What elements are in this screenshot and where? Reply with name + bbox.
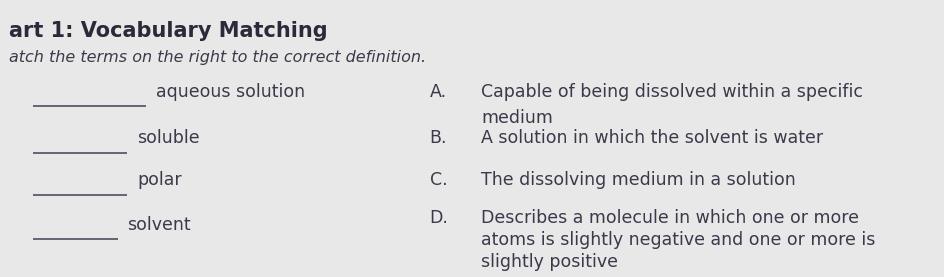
Text: Describes a molecule in which one or more: Describes a molecule in which one or mor… [481, 209, 859, 227]
Text: medium: medium [481, 109, 553, 127]
Text: art 1: Vocabulary Matching: art 1: Vocabulary Matching [9, 21, 329, 41]
Text: solvent: solvent [127, 216, 191, 234]
Text: B.: B. [430, 129, 447, 147]
Text: atch the terms on the right to the correct definition.: atch the terms on the right to the corre… [9, 50, 427, 65]
Text: slightly positive: slightly positive [481, 253, 618, 271]
Text: aqueous solution: aqueous solution [156, 83, 305, 101]
Text: A.: A. [430, 83, 447, 101]
Text: polar: polar [137, 171, 181, 189]
Text: A solution in which the solvent is water: A solution in which the solvent is water [481, 129, 823, 147]
Text: The dissolving medium in a solution: The dissolving medium in a solution [481, 171, 796, 189]
Text: soluble: soluble [137, 129, 199, 147]
Text: C.: C. [430, 171, 447, 189]
Text: Capable of being dissolved within a specific: Capable of being dissolved within a spec… [481, 83, 864, 101]
Text: D.: D. [430, 209, 448, 227]
Text: atoms is slightly negative and one or more is: atoms is slightly negative and one or mo… [481, 231, 876, 249]
